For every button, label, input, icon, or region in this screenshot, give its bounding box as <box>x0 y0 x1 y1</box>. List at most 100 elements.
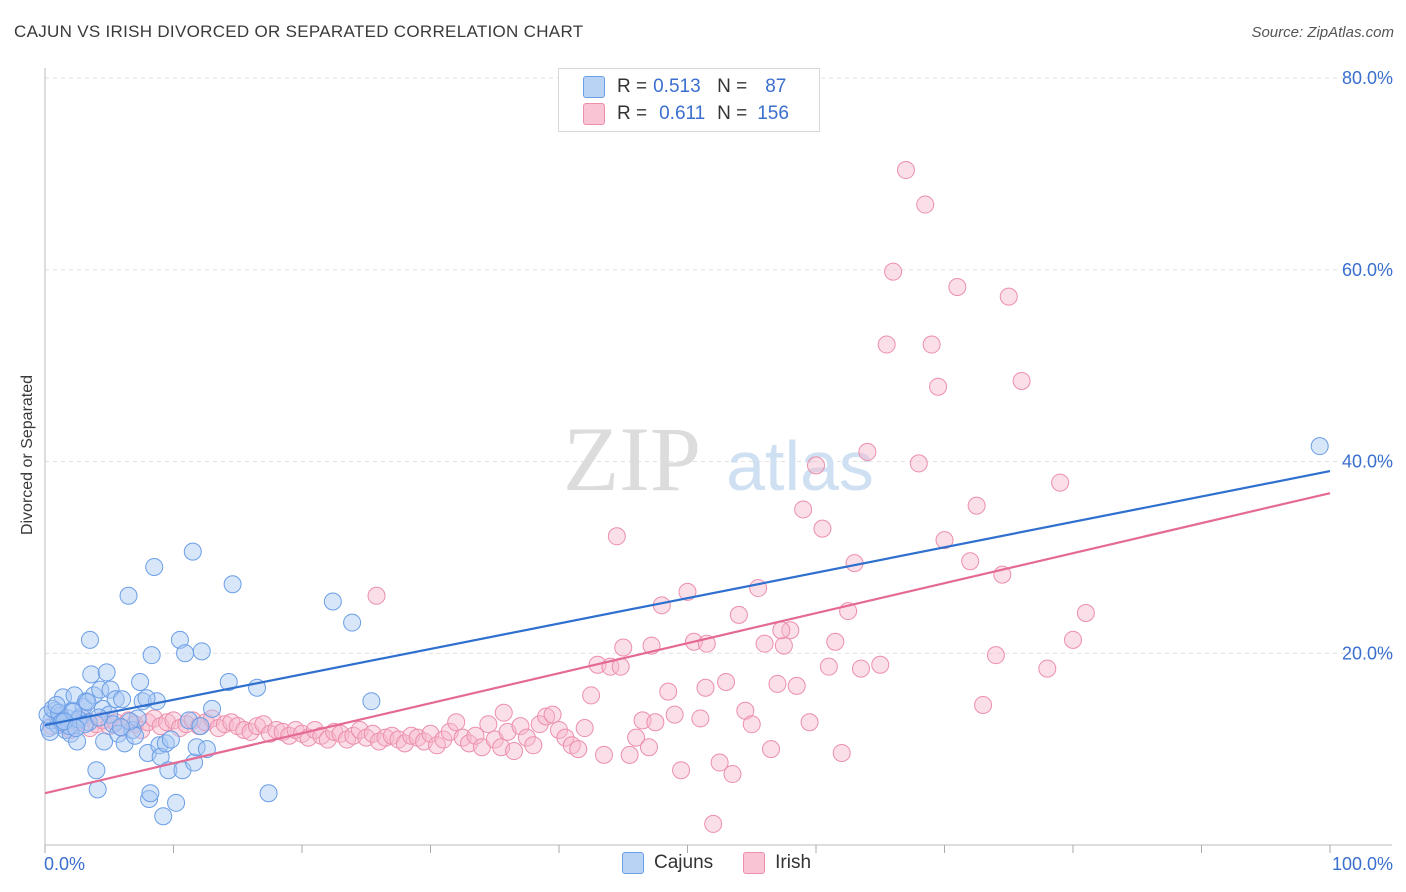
cajun-point <box>259 784 278 803</box>
cajun-point <box>113 690 132 709</box>
irish-point <box>800 713 819 732</box>
cajun-point <box>161 730 180 749</box>
cajuns-trend-line <box>44 470 1331 727</box>
irish-point <box>832 743 851 762</box>
grid-lines <box>45 77 1392 654</box>
watermark-atlas: atlas <box>726 427 874 505</box>
irish-point <box>704 814 723 833</box>
cajun-point <box>111 718 130 737</box>
irish-point <box>511 717 530 736</box>
irish-point <box>762 740 781 759</box>
cajun-point <box>170 630 189 649</box>
irish-point <box>672 761 691 780</box>
irish-point <box>537 707 556 726</box>
cajun-point <box>87 761 106 780</box>
irish-point <box>665 705 684 724</box>
cajun-point <box>66 719 85 738</box>
legend-row-irish: R = 0.611 N = 156 <box>583 102 789 126</box>
cajun-point <box>141 784 160 803</box>
irish-swatch <box>583 103 605 125</box>
irish-point <box>620 745 639 764</box>
irish-point <box>479 715 498 734</box>
cajun-point <box>106 690 125 709</box>
cajun-point <box>167 793 186 812</box>
irish-point <box>646 713 665 732</box>
irish-point <box>742 715 761 734</box>
cajun-point <box>203 699 222 718</box>
cajun-point <box>78 693 97 712</box>
irish-point <box>505 742 524 761</box>
irish-point <box>710 753 729 772</box>
y-tick-label: 80.0% <box>1342 68 1393 88</box>
irish-point <box>550 720 568 739</box>
n-label: N = <box>717 76 748 97</box>
irish-point <box>569 740 588 759</box>
r-value: 0.513 <box>653 76 701 97</box>
cajun-point <box>154 807 173 826</box>
r-value: 0.611 <box>659 103 706 124</box>
irish-point <box>556 728 575 747</box>
irish-point <box>858 442 877 461</box>
trend-lines <box>44 470 1331 795</box>
irish-point <box>696 678 715 697</box>
irish-point <box>819 657 838 676</box>
irish-point <box>1076 603 1095 622</box>
irish-point <box>884 262 903 281</box>
y-tick-label: 40.0% <box>1342 452 1393 472</box>
cajun-point <box>80 630 99 649</box>
tick-labels: 20.0% 40.0% 60.0% 80.0% 0.0% 100.0% <box>44 68 1393 874</box>
cajun-point <box>362 692 381 711</box>
irish-points <box>42 161 1095 833</box>
irish-point <box>1038 659 1057 678</box>
irish-point <box>896 161 915 180</box>
cajun-point <box>192 642 211 661</box>
r-label: R = <box>617 76 648 97</box>
irish-point <box>826 632 845 651</box>
irish-point <box>729 605 748 624</box>
irish-point <box>755 634 774 653</box>
cajun-point <box>1310 437 1329 456</box>
legend-item-cajuns: Cajuns <box>622 852 713 874</box>
irish-point <box>787 676 806 695</box>
cajun-point <box>131 673 150 692</box>
irish-point <box>466 726 485 745</box>
correlation-legend: R = 0.513 N = 87 R = 0.611 N = 156 <box>558 68 820 132</box>
irish-point <box>367 586 386 605</box>
irish-point <box>723 765 742 784</box>
irish-point <box>768 674 787 693</box>
irish-trend-line <box>44 492 1331 795</box>
irish-point <box>922 335 941 354</box>
irish-point <box>659 682 678 701</box>
irish-point <box>961 552 980 571</box>
irish-point <box>717 673 736 692</box>
cajuns-swatch <box>583 76 605 98</box>
legend-label-cajuns: Cajuns <box>654 852 714 873</box>
cajun-point <box>323 592 342 611</box>
n-label: N = <box>717 103 748 124</box>
x-tick-label-min: 0.0% <box>44 854 85 874</box>
watermark-zip: ZIP <box>563 408 701 510</box>
irish-point <box>772 621 791 640</box>
cajun-point <box>183 542 202 561</box>
cajun-point <box>47 696 66 715</box>
irish-point <box>1012 371 1031 390</box>
cajun-point <box>142 646 161 665</box>
cajun-point <box>219 673 238 692</box>
irish-point <box>877 335 896 354</box>
irish-point <box>974 696 993 715</box>
cajun-point <box>95 732 114 751</box>
cajun-point <box>140 789 159 808</box>
cajun-point <box>145 557 164 576</box>
irish-point <box>594 745 613 764</box>
cajun-point <box>38 705 57 724</box>
irish-point <box>575 719 594 738</box>
irish-point <box>999 287 1018 306</box>
irish-point <box>524 736 543 755</box>
cajun-point <box>176 644 195 663</box>
irish-point <box>948 278 967 297</box>
cajun-point <box>137 689 156 708</box>
cajun-point <box>97 663 116 682</box>
irish-point <box>986 646 1005 665</box>
irish-point <box>794 500 813 519</box>
